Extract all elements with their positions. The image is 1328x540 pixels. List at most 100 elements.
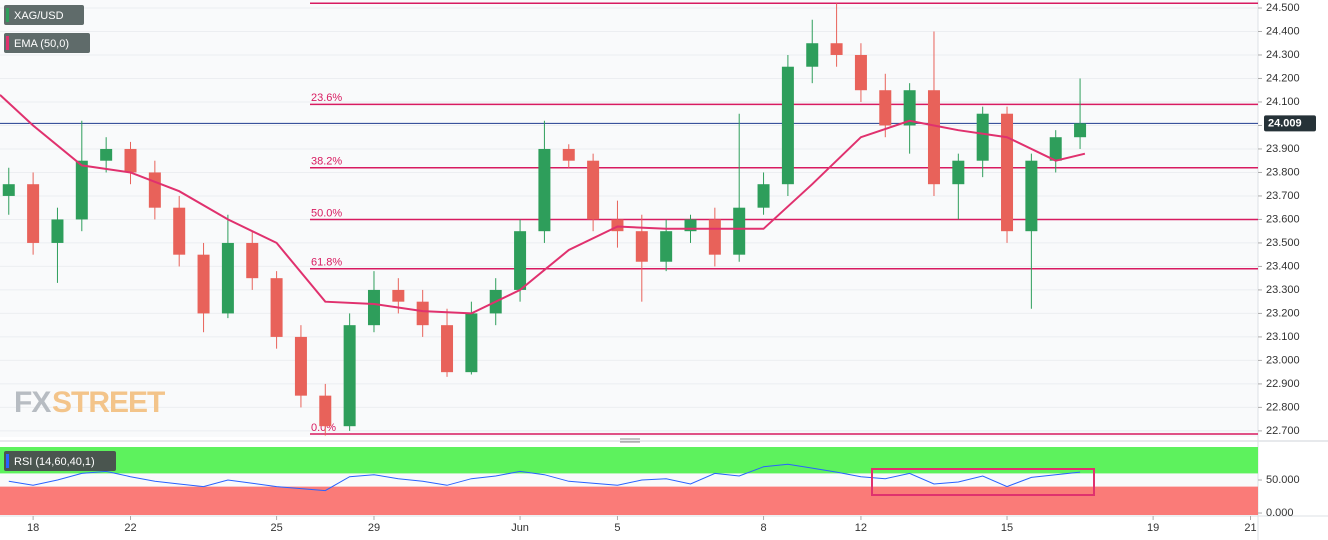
candle-body [441, 325, 454, 373]
y-tick-label: 24.200 [1266, 72, 1300, 84]
candle-body [1025, 160, 1038, 232]
candle-body [781, 66, 794, 185]
candle-body [392, 289, 405, 302]
rsi-band [0, 486, 1258, 515]
legend-swatch [6, 8, 9, 22]
candle-body [733, 207, 746, 255]
candle-body [367, 289, 380, 326]
x-tick-label: 18 [27, 522, 39, 534]
candle-body [757, 184, 770, 208]
candle-body [27, 184, 40, 243]
candle-body [660, 231, 673, 262]
candle-body [465, 313, 478, 373]
x-tick-label: 15 [1001, 522, 1013, 534]
candle-body [75, 160, 88, 220]
candle-body [635, 231, 648, 262]
legend-box [4, 33, 90, 53]
candle-body [830, 43, 843, 55]
y-tick-label: 22.700 [1266, 425, 1300, 437]
y-tick-label: 23.900 [1266, 143, 1300, 155]
x-tick-label: 29 [368, 522, 380, 534]
legend-tag: RSI (14,60,40,1) [4, 451, 116, 471]
legend-label: XAG/USD [14, 10, 64, 22]
y-tick-label: 24.400 [1266, 25, 1300, 37]
candle-body [514, 231, 527, 290]
candle-body [903, 90, 916, 126]
candle-body [806, 43, 819, 67]
candle-body [294, 336, 307, 396]
x-tick-label: 19 [1147, 522, 1159, 534]
candle-body [611, 219, 624, 232]
legend-tag: XAG/USD [4, 5, 84, 25]
x-tick-label: 21 [1244, 522, 1256, 534]
candle-body [124, 148, 137, 173]
y-tick-label: 24.300 [1266, 49, 1300, 61]
fib-label: 50.0% [311, 207, 342, 219]
candle-body [1001, 113, 1014, 232]
y-tick-label: 23.200 [1266, 307, 1300, 319]
candle-body [221, 242, 234, 314]
candle-body [684, 219, 697, 232]
price-panel [0, 0, 1258, 437]
y-tick-label: 23.500 [1266, 237, 1300, 249]
candle-body [708, 219, 721, 255]
candle-body [148, 172, 161, 208]
x-tick-label: 5 [614, 522, 620, 534]
legend-box [4, 451, 116, 471]
y-tick-label: 23.700 [1266, 190, 1300, 202]
legend-box [4, 5, 84, 25]
candle-body [879, 90, 892, 126]
y-tick-label: 23.000 [1266, 354, 1300, 366]
candle-body [197, 254, 210, 314]
candle-body [1049, 137, 1062, 161]
x-tick-label: 22 [124, 522, 136, 534]
y-tick-label: 23.100 [1266, 331, 1300, 343]
candle-body [51, 219, 64, 243]
y-tick-label: 0.000 [1266, 507, 1294, 519]
x-tick-label: 25 [270, 522, 282, 534]
y-tick-label: 24.500 [1266, 2, 1300, 14]
candle-body [952, 160, 965, 185]
candle-body [854, 54, 867, 91]
candle-body [1074, 123, 1087, 138]
candle-body [562, 148, 575, 161]
x-tick-label: 12 [855, 522, 867, 534]
y-tick-label: 23.600 [1266, 213, 1300, 225]
candle-body [976, 113, 989, 161]
y-tick-label: 24.100 [1266, 96, 1300, 108]
y-tick-label: 23.300 [1266, 284, 1300, 296]
candle-body [173, 207, 186, 255]
last-price-label: 24.009 [1268, 117, 1302, 129]
legend-swatch [6, 454, 9, 468]
watermark: STREET [52, 386, 165, 419]
legend-label: RSI (14,60,40,1) [14, 456, 95, 468]
fib-label: 38.2% [311, 156, 342, 168]
y-tick-label: 22.900 [1266, 378, 1300, 390]
last-price-box [1264, 115, 1316, 132]
y-tick-label: 22.800 [1266, 401, 1300, 413]
y-tick-label: 23.800 [1266, 166, 1300, 178]
legend-label: EMA (50,0) [14, 38, 69, 50]
candle-body [2, 184, 15, 196]
highlight-box [871, 468, 1095, 496]
candle-body [246, 242, 259, 279]
y-tick-label: 23.400 [1266, 260, 1300, 272]
candle-body [538, 148, 551, 232]
candle-body [270, 278, 283, 337]
candle-body [100, 148, 113, 161]
fib-label: 61.8% [311, 257, 342, 269]
rsi-line [8, 463, 1081, 492]
candle-body [587, 160, 600, 220]
watermark: FX [14, 386, 51, 419]
legend-tag: EMA (50,0) [4, 33, 90, 53]
candle-body [319, 395, 332, 427]
x-tick-label: 8 [760, 522, 766, 534]
plot: 22.700 22.800 22.900 23.000 23.100 23.200 23.3… [0, 2, 1316, 534]
candle-body [416, 301, 429, 326]
y-tick-label: 50.000 [1266, 474, 1300, 486]
ema-line [0, 94, 1086, 315]
x-tick-label: Jun [511, 522, 529, 534]
fib-label: 23.6% [311, 92, 342, 104]
candle-body [343, 325, 356, 427]
